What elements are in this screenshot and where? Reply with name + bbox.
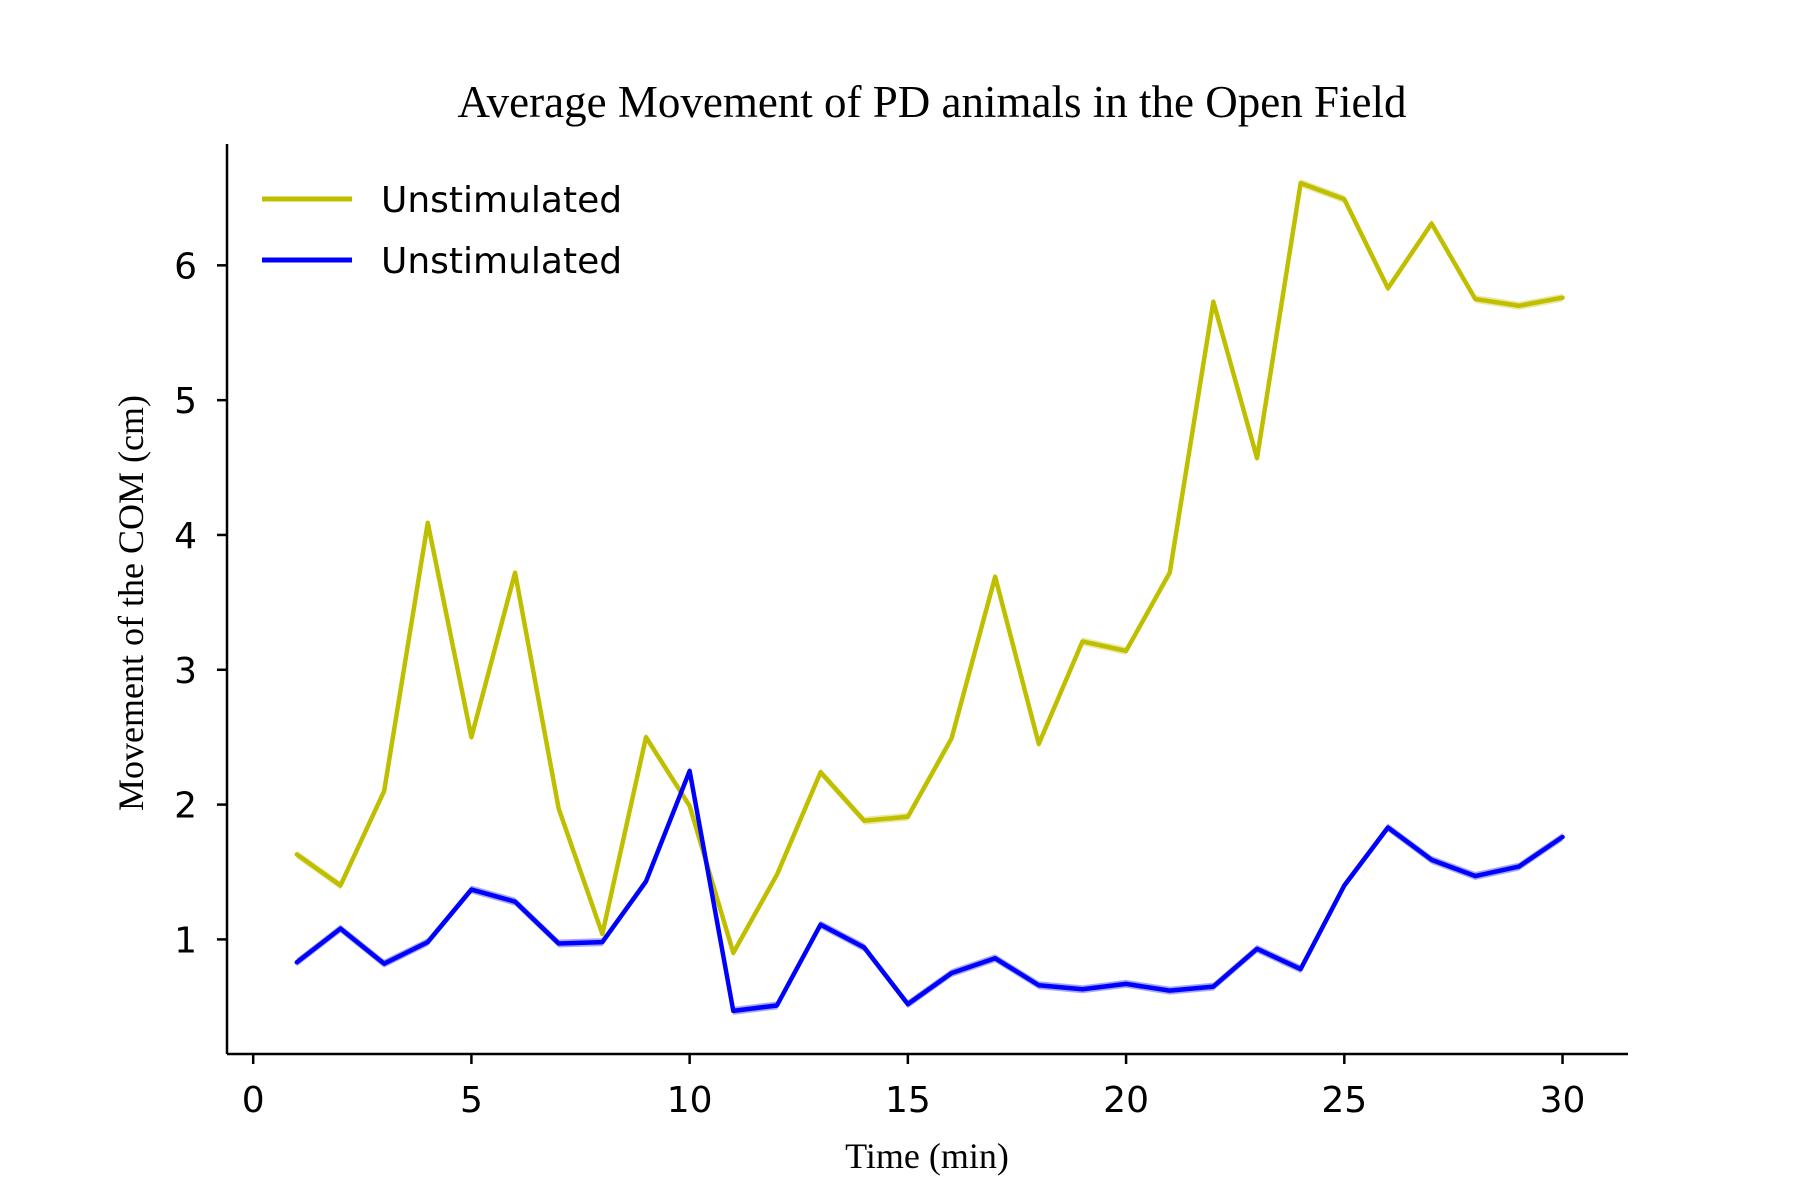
legend-label-series-1: Unstimulated	[381, 180, 622, 221]
x-axis-label: Time (min)	[845, 1136, 1009, 1176]
x-tick-label: 30	[1540, 1080, 1586, 1121]
y-tick-label: 3	[174, 651, 197, 692]
y-tick-label: 2	[174, 786, 197, 827]
x-tick-label: 5	[460, 1080, 483, 1121]
y-axis-label: Movement of the COM (cm)	[111, 395, 151, 811]
legend: Unstimulated Unstimulated	[262, 180, 622, 282]
series-2-line	[294, 768, 1565, 1014]
series-1-line	[294, 180, 1565, 956]
legend-label-series-2: Unstimulated	[381, 241, 622, 282]
y-tick-label: 4	[174, 516, 197, 557]
y-tick-label: 1	[174, 920, 197, 961]
chart-title: Average Movement of PD animals in the Op…	[458, 77, 1407, 127]
series-2-error-band	[296, 766, 1563, 1015]
y-tick-label: 6	[174, 246, 197, 287]
y-tick-label: 5	[174, 381, 197, 422]
plot-area: 0 5 10 15 20 25 30 1 2 3 4 5 6	[174, 144, 1628, 1121]
x-tick-label: 15	[885, 1080, 931, 1121]
y-axis-ticks: 1 2 3 4 5 6	[174, 246, 227, 961]
x-axis-ticks: 0 5 10 15 20 25 30	[242, 1054, 1586, 1121]
x-tick-label: 25	[1321, 1080, 1367, 1121]
series-layer	[294, 179, 1565, 1015]
series-1-error-band	[296, 179, 1563, 957]
x-tick-label: 0	[242, 1080, 265, 1121]
x-tick-label: 20	[1103, 1080, 1149, 1121]
x-tick-label: 10	[667, 1080, 713, 1121]
